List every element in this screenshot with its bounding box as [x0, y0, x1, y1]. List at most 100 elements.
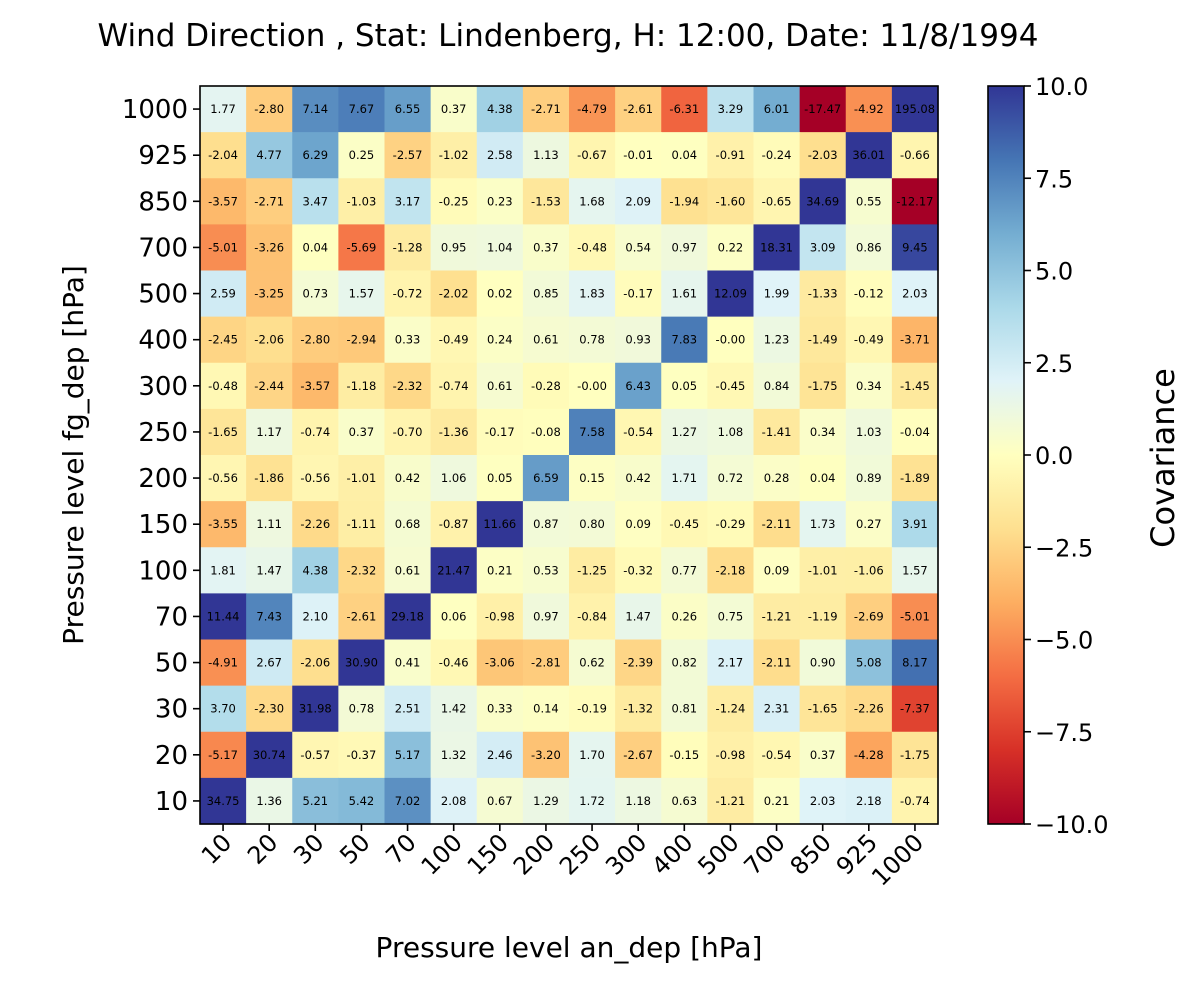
cell-value-label: -4.92: [854, 102, 884, 116]
cell-value-label: -12.17: [896, 194, 933, 208]
heatmap-cell: [338, 777, 386, 825]
heatmap-cell: [569, 455, 616, 502]
heatmap-cell: [246, 547, 293, 594]
heatmap-cell: [799, 685, 847, 733]
cell-value-label: 0.24: [487, 333, 513, 347]
cell-value-label: -0.37: [347, 748, 377, 762]
cell-value-label: 0.41: [395, 656, 421, 670]
cell-value-label: 0.53: [533, 563, 559, 577]
x-tick-label: 500: [692, 828, 744, 880]
x-tick-label: 400: [646, 828, 698, 880]
heatmap-cell: [799, 132, 847, 179]
heatmap-cell: [522, 685, 570, 733]
cell-value-label: -0.04: [900, 425, 930, 439]
heatmap-cell: [200, 270, 247, 318]
heatmap-cell: [200, 86, 247, 133]
heatmap-cell: [522, 455, 570, 502]
heatmap-cell: [292, 501, 339, 548]
cell-value-label: 5.08: [856, 656, 882, 670]
heatmap-cell: [891, 685, 939, 733]
cell-value-label: -0.67: [577, 148, 607, 162]
heatmap-cell: [200, 777, 247, 825]
cell-value-label: -3.55: [208, 517, 238, 531]
cell-value-label: -2.11: [762, 656, 792, 670]
colorbar-tick-label: −7.5: [1035, 719, 1093, 747]
colorbar-tick-label: 10.0: [1035, 73, 1088, 101]
cell-value-label: 0.75: [718, 609, 744, 623]
heatmap-cell: [569, 685, 616, 733]
cell-value-label: 4.38: [303, 563, 329, 577]
heatmap-cell: [246, 501, 293, 548]
cell-value-label: 30.90: [345, 656, 378, 670]
cell-value-label: -0.45: [716, 379, 746, 393]
heatmap-cell: [430, 593, 478, 641]
heatmap-cell: [707, 132, 755, 179]
cell-value-label: 0.97: [672, 240, 698, 254]
cell-value-label: 0.28: [764, 471, 790, 485]
cell-value-label: 0.25: [349, 148, 375, 162]
cell-value-label: 2.67: [256, 656, 282, 670]
heatmap-cell: [569, 316, 616, 364]
heatmap-cell: [707, 408, 755, 456]
cell-value-label: 0.81: [672, 702, 698, 716]
heatmap-cell: [292, 362, 339, 410]
cell-value-label: 1.23: [764, 333, 790, 347]
cell-value-label: 21.47: [437, 563, 470, 577]
x-tick-label: 700: [739, 828, 791, 880]
heatmap-cell: [891, 731, 939, 779]
cell-value-label: -2.32: [393, 379, 423, 393]
heatmap-cell: [384, 408, 432, 456]
cell-value-label: 0.21: [764, 794, 790, 808]
y-axis-label: Pressure level fg_dep [hPa]: [57, 265, 90, 645]
cell-value-label: 0.05: [672, 379, 698, 393]
cell-value-label: 3.91: [902, 517, 928, 531]
cell-value-label: 0.84: [764, 379, 790, 393]
cell-value-label: 3.70: [210, 702, 236, 716]
heatmap-cell: [615, 270, 662, 318]
cell-value-label: 0.14: [533, 702, 559, 716]
heatmap-cell: [476, 501, 524, 548]
heatmap-cell: [799, 639, 847, 687]
heatmap-cell: [476, 362, 524, 410]
cell-value-label: 0.42: [395, 471, 421, 485]
cell-value-label: -2.67: [623, 748, 653, 762]
cell-value-label: 6.55: [395, 102, 421, 116]
heatmap-cell: [707, 316, 755, 364]
heatmap-cell: [430, 731, 478, 779]
cell-value-label: -0.17: [623, 287, 653, 301]
chart-title: Wind Direction , Stat: Lindenberg, H: 12…: [98, 18, 1039, 54]
cell-value-label: -1.06: [854, 563, 884, 577]
cell-value-label: -1.11: [347, 517, 377, 531]
heatmap-cell: [338, 455, 386, 502]
heatmap-cell: [845, 178, 893, 225]
cell-value-label: 4.38: [487, 102, 513, 116]
heatmap-cell: [661, 270, 708, 318]
heatmap-cell: [338, 132, 386, 179]
y-tick-label: 10: [155, 787, 188, 817]
heatmap-cell: [476, 685, 524, 733]
cell-value-label: -1.94: [669, 194, 699, 208]
heatmap-cell: [661, 731, 708, 779]
cell-value-label: -0.54: [623, 425, 653, 439]
x-tick-label: 10: [196, 828, 237, 869]
heatmap-cell: [799, 455, 847, 502]
cell-value-label: -1.49: [808, 333, 838, 347]
cell-value-label: 1.77: [210, 102, 236, 116]
cell-value-label: 8.17: [902, 656, 928, 670]
cell-value-label: -2.94: [347, 333, 377, 347]
cell-value-label: 11.44: [207, 609, 240, 623]
cell-value-label: 1.83: [579, 287, 605, 301]
cell-value-label: -0.28: [531, 379, 561, 393]
cell-value-label: 0.26: [672, 609, 698, 623]
heatmap-cell: [845, 455, 893, 502]
heatmap-cell: [753, 547, 801, 594]
heatmap-cell: [384, 593, 432, 641]
heatmap-cell: [707, 777, 755, 825]
heatmap-cell: [476, 455, 524, 502]
cell-value-label: 29.18: [391, 609, 424, 623]
heatmap-cell: [891, 547, 939, 594]
cell-value-label: 5.42: [349, 794, 375, 808]
cell-value-label: -1.25: [577, 563, 607, 577]
heatmap-cell: [246, 777, 293, 825]
cell-value-label: 0.34: [810, 425, 836, 439]
